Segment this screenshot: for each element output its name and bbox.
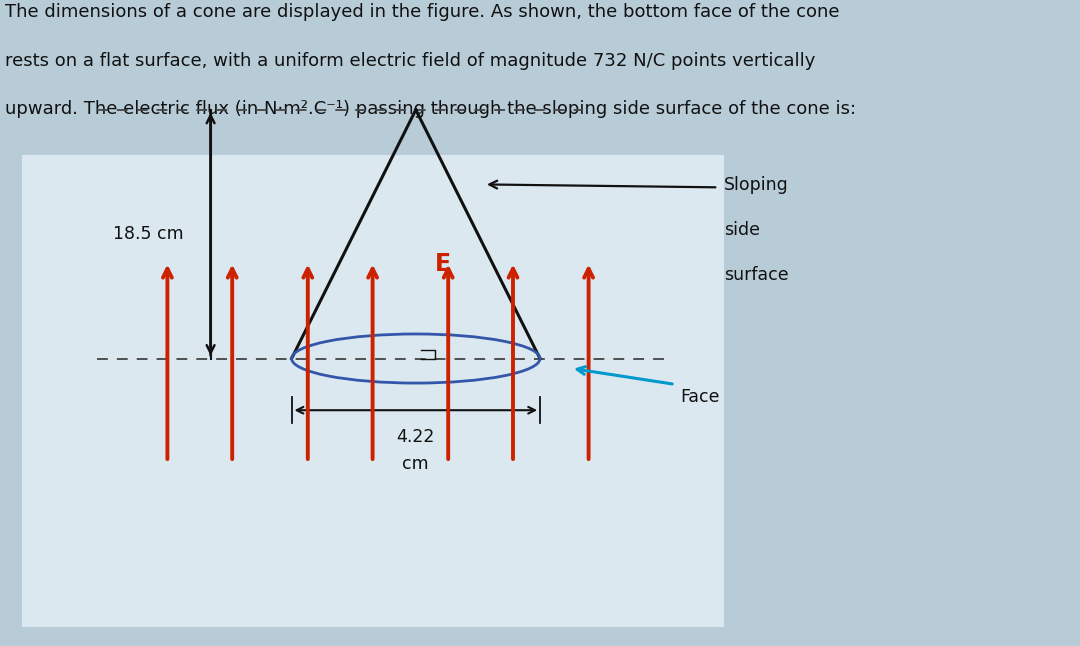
Text: upward. The electric flux (in N·m².C⁻¹) passing through the sloping side surface: upward. The electric flux (in N·m².C⁻¹) … [5, 100, 856, 118]
FancyBboxPatch shape [22, 155, 724, 627]
Text: E: E [435, 252, 450, 276]
Text: side: side [724, 221, 759, 239]
Text: 4.22: 4.22 [396, 428, 435, 446]
Text: Face: Face [680, 388, 720, 406]
Text: The dimensions of a cone are displayed in the figure. As shown, the bottom face : The dimensions of a cone are displayed i… [5, 3, 840, 21]
Text: 18.5 cm: 18.5 cm [113, 225, 184, 243]
Text: rests on a flat surface, with a uniform electric field of magnitude 732 N/C poin: rests on a flat surface, with a uniform … [5, 52, 815, 70]
Text: surface: surface [724, 266, 788, 284]
Text: Sloping: Sloping [724, 176, 788, 194]
Text: cm: cm [403, 455, 429, 474]
